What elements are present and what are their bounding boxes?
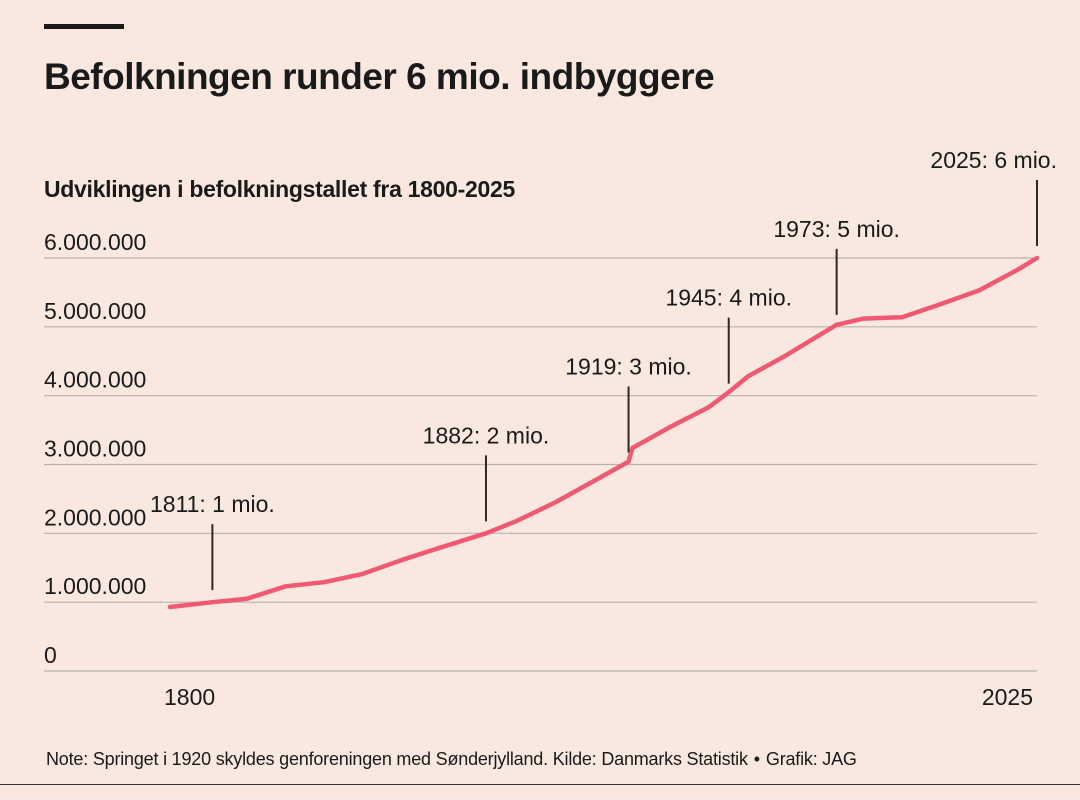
annotation-label: 1973: 5 mio. bbox=[773, 216, 900, 242]
annotation-label: 1919: 3 mio. bbox=[565, 354, 692, 380]
y-tick-label: 2.000.000 bbox=[44, 504, 146, 530]
annotation-layer: 1811: 1 mio. 1882: 2 mio. 1919: 3 mio. 1945… bbox=[150, 147, 1057, 591]
annotation-label: 2025: 6 mio. bbox=[930, 147, 1057, 173]
y-tick-label: 6.000.000 bbox=[44, 229, 146, 255]
annotation-label: 1882: 2 mio. bbox=[423, 422, 550, 448]
footer-rule bbox=[0, 784, 1080, 785]
population-series-line bbox=[167, 255, 1040, 610]
top-rule bbox=[44, 24, 124, 29]
annotation-label: 1811: 1 mio. bbox=[150, 491, 275, 517]
y-tick-label: 4.000.000 bbox=[44, 367, 146, 393]
separator-dot: • bbox=[753, 749, 760, 769]
y-tick-label: 5.000.000 bbox=[44, 298, 146, 324]
y-axis-labels: 0 1.000.000 2.000.000 3.000.000 4.000.000 5.0… bbox=[44, 229, 146, 668]
x-tick-label: 2025 bbox=[982, 684, 1033, 710]
grid-layer bbox=[44, 257, 1037, 672]
series-layer bbox=[167, 255, 1040, 610]
footer-note: Note: Springet i 1920 skyldes genforenin… bbox=[46, 749, 857, 770]
source-note: Note: Springet i 1920 skyldes genforenin… bbox=[46, 749, 748, 769]
credit-note: Grafik: JAG bbox=[765, 749, 857, 769]
y-tick-label: 3.000.000 bbox=[44, 436, 146, 462]
annotation-label: 1945: 4 mio. bbox=[665, 285, 792, 311]
chart-subtitle: Udviklingen i befolkningstallet fra 1800… bbox=[44, 176, 515, 202]
chart-title: Befolkningen runder 6 mio. indbyggere bbox=[44, 56, 715, 97]
x-axis-labels: 1800 2025 bbox=[164, 684, 1033, 710]
y-tick-label: 0 bbox=[44, 642, 57, 668]
y-tick-label: 1.000.000 bbox=[44, 573, 146, 599]
x-tick-label: 1800 bbox=[164, 684, 215, 710]
